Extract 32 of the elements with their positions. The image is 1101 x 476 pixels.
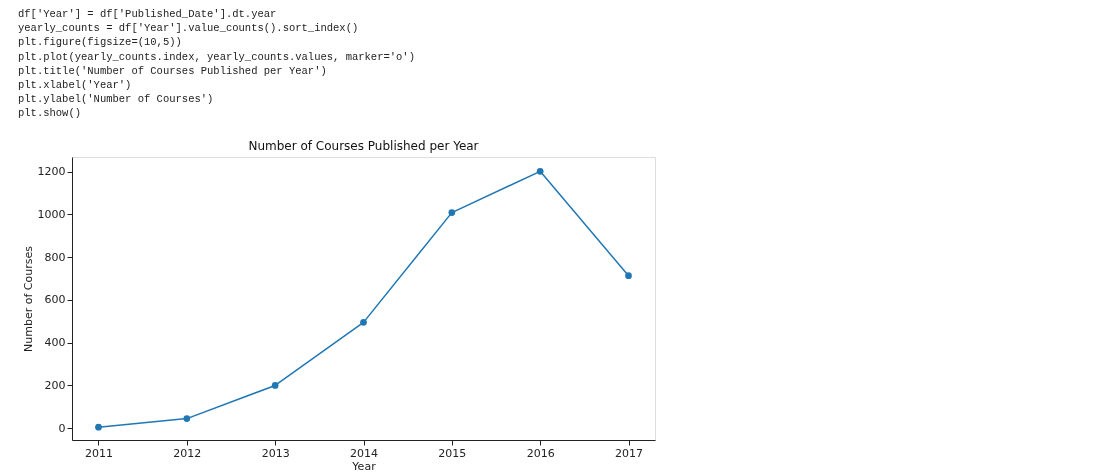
y-tick-label: 0 xyxy=(58,421,66,435)
y-tick-label: 1200 xyxy=(37,165,66,179)
x-tick-label: 2014 xyxy=(350,446,378,460)
x-axis-title: Year xyxy=(351,459,377,473)
x-tick-label: 2015 xyxy=(438,446,467,460)
y-tick-label: 600 xyxy=(44,293,66,307)
y-tick-label: 400 xyxy=(44,336,66,350)
point xyxy=(95,423,102,431)
point xyxy=(183,415,191,422)
point xyxy=(536,167,544,175)
y-axis-title: Number of Courses xyxy=(21,245,35,352)
x-tick-label: 2011 xyxy=(85,446,113,460)
text: yearly_counts = df['Year'].value_counts().sort_index() xyxy=(18,22,359,35)
text: plt.ylabel('Number of Courses') xyxy=(18,93,214,106)
text: plt.plot(yearly_counts.index, yearly_counts.values, marker='o') xyxy=(18,50,415,63)
x-tick-label: 2012 xyxy=(173,446,202,460)
text: df['Year'] = df['Published_Date'].dt.year xyxy=(18,8,277,20)
text: plt.title('Number of Courses Published per Year') xyxy=(18,64,327,77)
y-tick-label: 200 xyxy=(44,378,66,392)
text: plt.figure(figsize=(10,5)) xyxy=(18,36,182,49)
point xyxy=(448,209,456,216)
point xyxy=(360,319,367,326)
chart-title: Number of Courses Published per Year xyxy=(248,139,479,153)
y-tick-label: 1000 xyxy=(37,207,66,221)
y-tick-label: 800 xyxy=(44,250,66,264)
point xyxy=(625,272,632,280)
x-tick-label: 2013 xyxy=(261,446,290,460)
text: plt.show() xyxy=(18,107,82,120)
x-tick-label: 2017 xyxy=(615,446,643,460)
text: plt.xlabel('Year') xyxy=(18,79,132,91)
point xyxy=(271,382,279,389)
x-tick-label: 2016 xyxy=(526,446,555,460)
